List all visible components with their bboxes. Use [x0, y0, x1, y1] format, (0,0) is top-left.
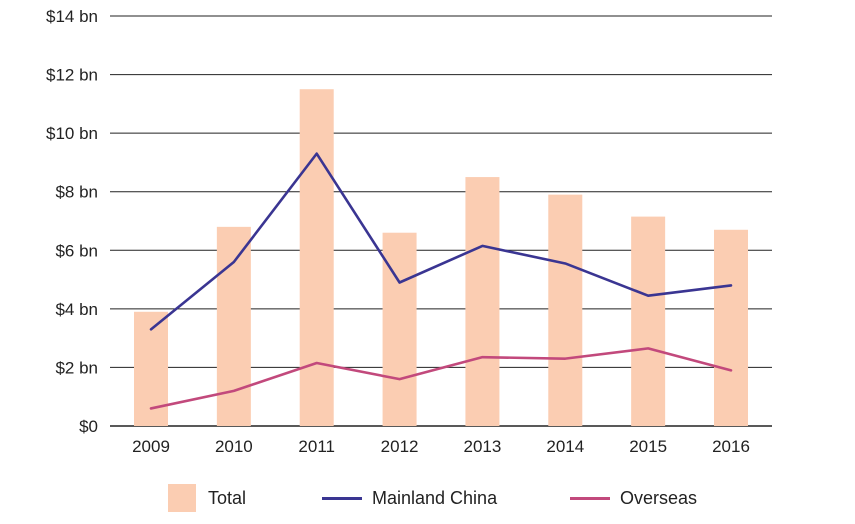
y-tick-label: $2 bn: [55, 358, 98, 377]
x-axis-ticks: 2009 2010 2011 2012 2013 2014 2015 2016: [132, 437, 750, 456]
legend-swatch-mainland-china: [322, 496, 362, 500]
bar-series-total: [134, 89, 748, 426]
gridlines: [110, 15, 772, 427]
y-tick-label: $8 bn: [55, 183, 98, 202]
legend-label-total: Total: [208, 487, 247, 508]
x-tick-label: 2009: [132, 437, 170, 456]
x-tick-label: 2012: [381, 437, 419, 456]
legend-swatch-overseas: [570, 496, 610, 500]
y-tick-label: $0: [79, 417, 98, 436]
line-mainland-china: [149, 152, 733, 331]
bar-total: [714, 229, 748, 426]
y-tick-label: $10 bn: [46, 124, 98, 143]
bar-total: [299, 89, 334, 426]
bar-total: [216, 226, 251, 426]
bar-total: [465, 177, 500, 426]
legend-swatch-total: [168, 484, 196, 512]
legend-item-mainland-china: Mainland China: [322, 476, 497, 520]
line-series: [149, 152, 733, 410]
x-tick-label: 2011: [298, 437, 335, 456]
x-tick-label: 2015: [629, 437, 667, 456]
bar-total: [548, 194, 583, 426]
x-tick-label: 2010: [215, 437, 253, 456]
line-overseas: [149, 347, 733, 410]
legend-item-overseas: Overseas: [570, 476, 697, 520]
x-tick-label: 2013: [464, 437, 502, 456]
bar-total: [631, 216, 666, 426]
y-tick-label: $6 bn: [55, 241, 98, 260]
y-axis-ticks: $0 $2 bn $4 bn $6 bn $8 bn $10 bn $12 bn $14 bn: [46, 7, 98, 436]
y-tick-label: $14 bn: [46, 7, 98, 26]
x-tick-label: 2016: [712, 437, 750, 456]
y-tick-label: $4 bn: [55, 300, 98, 319]
y-tick-label: $12 bn: [46, 66, 98, 85]
x-tick-label: 2014: [546, 437, 584, 456]
legend: Total Mainland China Overseas: [0, 476, 855, 520]
legend-label-mainland-china: Mainland China: [372, 487, 498, 508]
chart: $0 $2 bn $4 bn $6 bn $8 bn $10 bn $12 bn $14 bn…: [46, 7, 772, 456]
legend-label-overseas: Overseas: [620, 487, 698, 508]
legend-item-total: Total: [168, 476, 246, 520]
